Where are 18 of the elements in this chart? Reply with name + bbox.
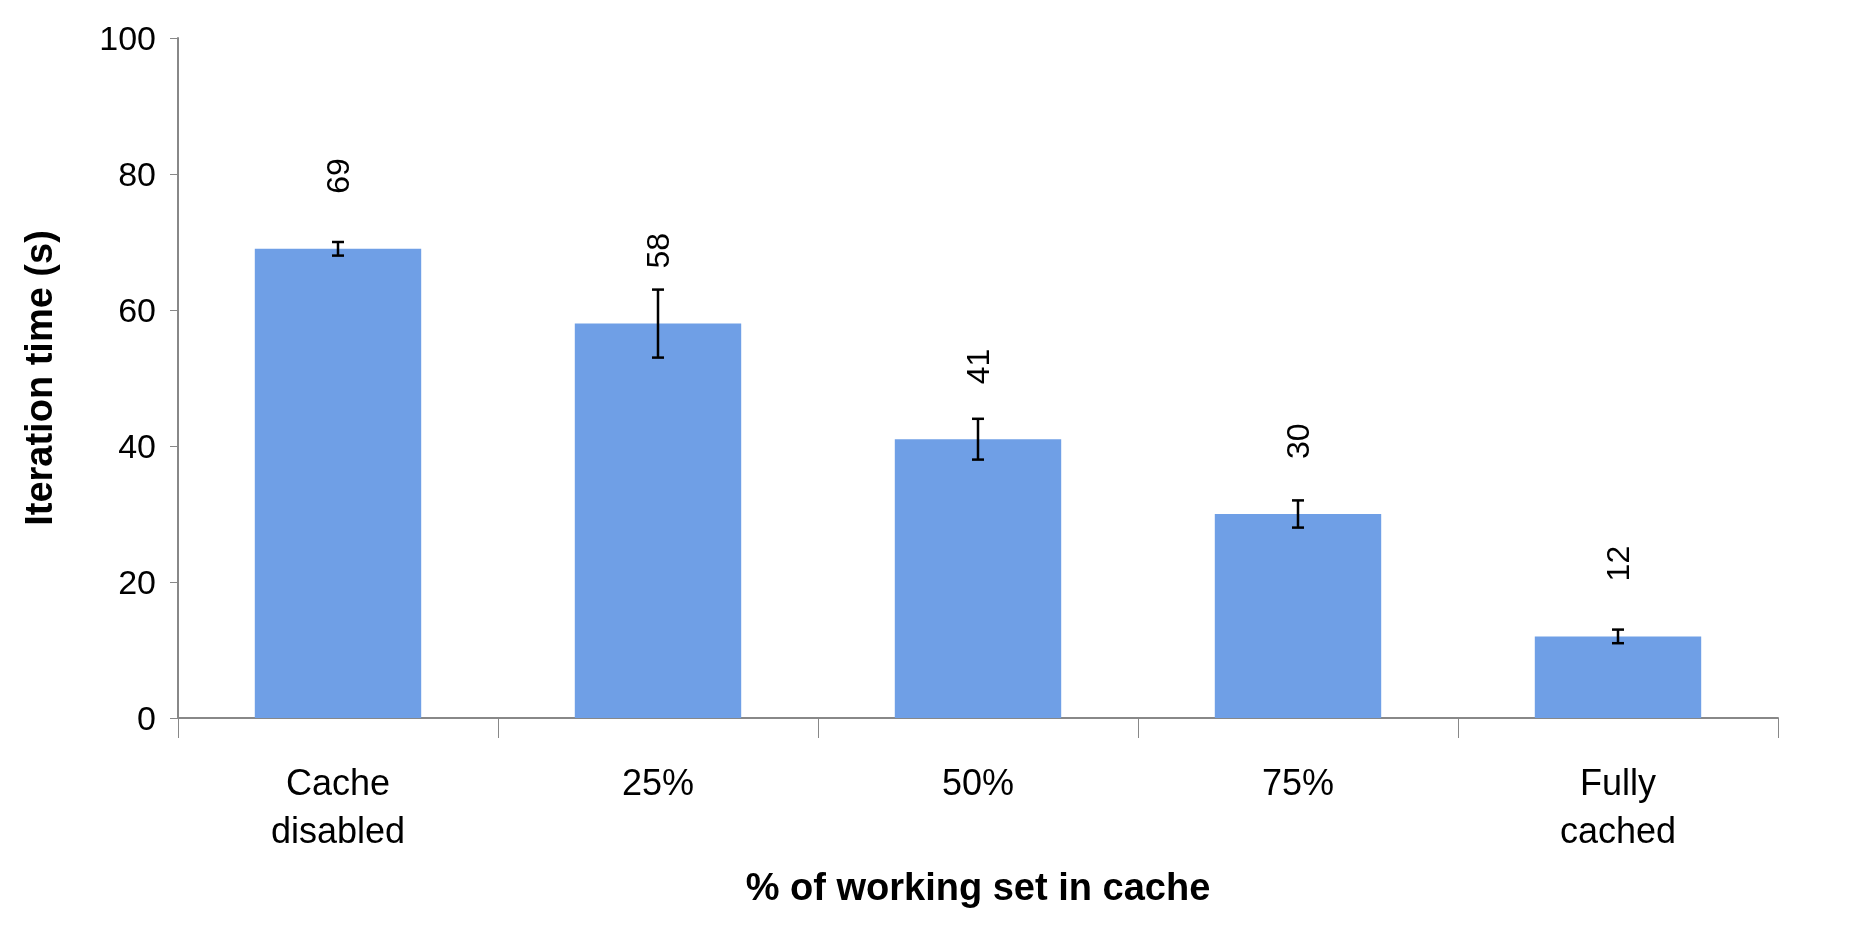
y-tick-label: 0 [137,699,156,737]
data-label: 41 [960,348,996,385]
y-tick-label: 100 [99,19,156,57]
data-label: 69 [320,158,356,194]
y-tick-label: 60 [118,291,156,329]
y-axis-title: Iteration time (s) [18,230,60,526]
x-tick-label: 25% [621,761,695,803]
data-label: 12 [1600,545,1636,582]
x-tick-label: Fully cached [1559,761,1677,851]
y-tick-label: 20 [118,563,156,601]
data-label: 30 [1280,423,1316,459]
y-tick-label: 80 [118,155,156,193]
y-tick-label: 40 [118,427,156,465]
x-axis-title: % of working set in cache [745,866,1211,908]
x-tick-label: 50% [941,761,1015,803]
x-tick-label: Cache disabled [270,761,406,851]
data-label: 58 [640,233,676,269]
x-tick-label: 75% [1261,761,1335,803]
